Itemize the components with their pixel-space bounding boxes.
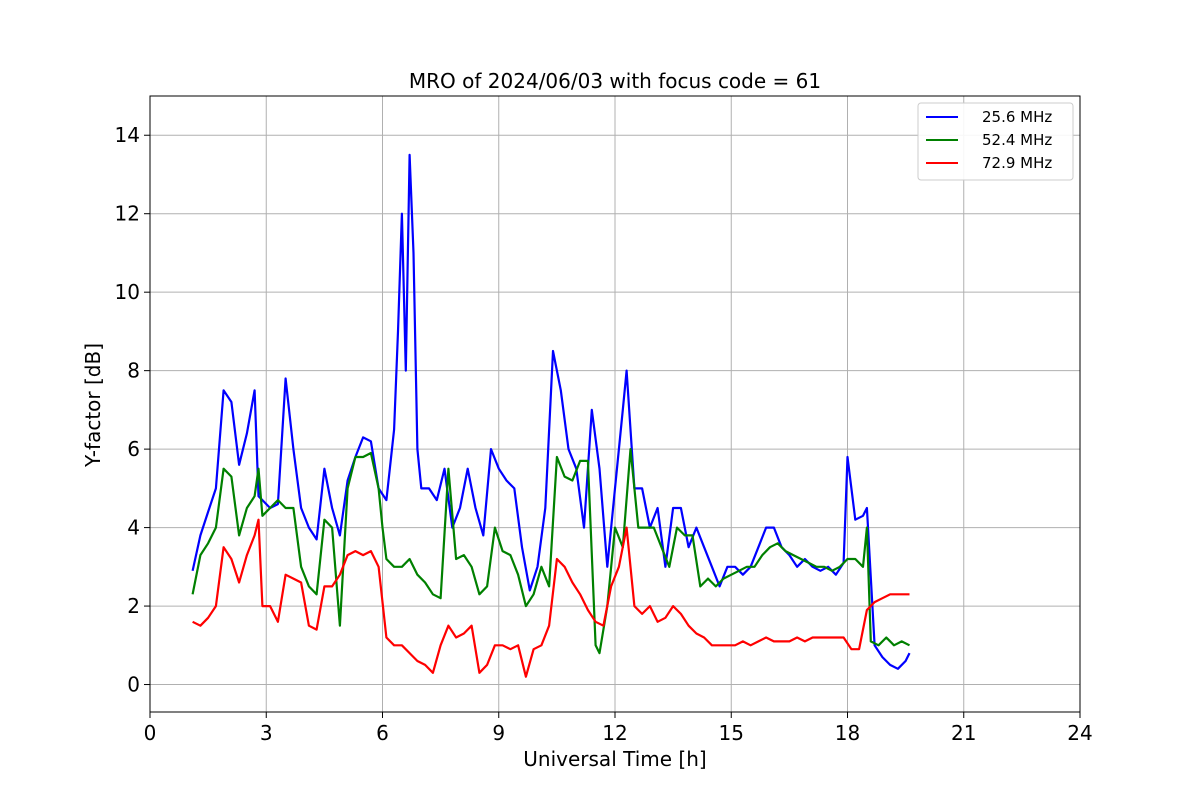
x-tick-label: 15 [719, 721, 744, 745]
y-tick-label: 10 [115, 280, 140, 304]
y-tick-label: 8 [127, 359, 140, 383]
y-tick-label: 6 [127, 437, 140, 461]
legend-label: 52.4 MHz [982, 131, 1052, 149]
chart-title: MRO of 2024/06/03 with focus code = 61 [409, 69, 821, 93]
x-tick-label: 24 [1067, 721, 1092, 745]
x-tick-label: 6 [376, 721, 389, 745]
series-layer [191, 153, 911, 678]
y-tick-label: 0 [127, 673, 140, 697]
series-line-3 [192, 518, 910, 678]
y-tick-label: 4 [127, 516, 140, 540]
y-tick-label: 2 [127, 594, 140, 618]
x-tick-label: 9 [492, 721, 505, 745]
x-tick-label: 12 [602, 721, 627, 745]
legend-label: 72.9 MHz [982, 154, 1052, 172]
legend-box [917, 102, 1074, 181]
y-axis-label: Y-factor [dB] [81, 343, 105, 468]
series-line-1 [191, 153, 911, 670]
x-tick-label: 3 [260, 721, 273, 745]
x-axis-label: Universal Time [h] [523, 747, 706, 771]
legend: 25.6 MHz 52.4 MHz 72.9 MHz [917, 102, 1074, 181]
y-tick-label: 12 [115, 202, 140, 226]
legend-label: 25.6 MHz [982, 108, 1052, 126]
x-tick-label: 18 [835, 721, 860, 745]
series-line-2 [191, 448, 910, 655]
x-tick-label: 21 [951, 721, 976, 745]
x-tick-label: 0 [144, 721, 157, 745]
y-tick-label: 14 [115, 123, 140, 147]
